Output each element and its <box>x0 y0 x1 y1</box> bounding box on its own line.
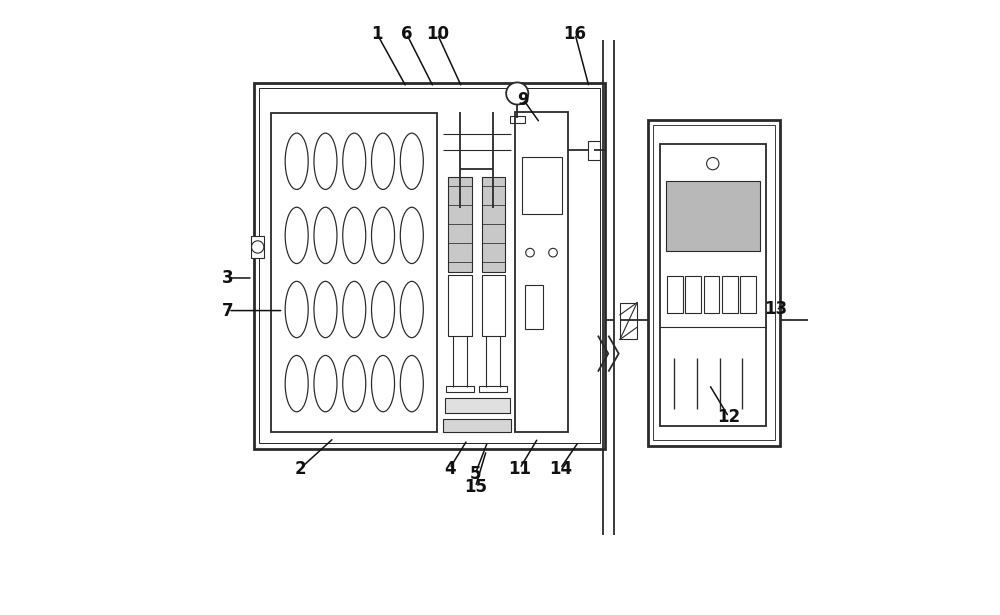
Text: 3: 3 <box>222 269 234 287</box>
Bar <box>648 120 780 446</box>
Bar <box>620 303 637 339</box>
Bar <box>254 83 605 449</box>
Ellipse shape <box>372 281 395 338</box>
Ellipse shape <box>372 133 395 189</box>
Bar <box>666 181 760 251</box>
Ellipse shape <box>400 355 423 412</box>
Ellipse shape <box>343 281 366 338</box>
Text: 14: 14 <box>549 459 572 478</box>
Ellipse shape <box>314 281 337 338</box>
Ellipse shape <box>285 281 308 338</box>
Text: 2: 2 <box>294 459 306 478</box>
Bar <box>251 236 264 258</box>
Text: 11: 11 <box>508 459 531 478</box>
Text: 10: 10 <box>426 25 449 43</box>
Text: 9: 9 <box>518 90 529 109</box>
Circle shape <box>526 248 534 257</box>
Text: 4: 4 <box>444 459 455 478</box>
Text: 5: 5 <box>470 464 481 483</box>
Text: 7: 7 <box>222 301 234 320</box>
Ellipse shape <box>285 207 308 264</box>
Ellipse shape <box>372 207 395 264</box>
Bar <box>510 116 525 123</box>
Bar <box>685 276 701 313</box>
Bar <box>448 275 472 336</box>
Text: 16: 16 <box>564 25 587 43</box>
Circle shape <box>252 241 264 253</box>
Text: 12: 12 <box>717 408 740 426</box>
Ellipse shape <box>372 355 395 412</box>
Ellipse shape <box>400 207 423 264</box>
Ellipse shape <box>314 355 337 412</box>
Bar <box>588 141 600 159</box>
Ellipse shape <box>314 133 337 189</box>
Ellipse shape <box>343 133 366 189</box>
Bar <box>704 276 719 313</box>
Ellipse shape <box>343 207 366 264</box>
Text: 15: 15 <box>464 478 487 496</box>
Ellipse shape <box>285 355 308 412</box>
Bar <box>446 386 474 392</box>
Circle shape <box>506 82 528 105</box>
Bar <box>667 276 683 313</box>
Bar <box>660 144 766 426</box>
Circle shape <box>707 157 719 170</box>
Ellipse shape <box>285 133 308 189</box>
Bar <box>448 177 472 272</box>
Text: 1: 1 <box>371 25 383 43</box>
Bar <box>522 157 562 214</box>
Bar <box>722 276 738 313</box>
Bar <box>259 88 600 443</box>
Bar <box>515 112 568 432</box>
Text: 6: 6 <box>401 25 412 43</box>
Bar <box>479 386 507 392</box>
Bar <box>740 276 756 313</box>
Bar <box>271 113 437 432</box>
Bar <box>443 419 511 432</box>
Ellipse shape <box>343 355 366 412</box>
Ellipse shape <box>400 133 423 189</box>
Bar <box>653 125 775 440</box>
Ellipse shape <box>314 207 337 264</box>
Bar <box>445 398 510 413</box>
Text: 13: 13 <box>764 300 787 318</box>
Bar <box>525 285 543 330</box>
Circle shape <box>549 248 557 257</box>
Ellipse shape <box>400 281 423 338</box>
Bar <box>482 275 505 336</box>
Bar <box>482 177 505 272</box>
